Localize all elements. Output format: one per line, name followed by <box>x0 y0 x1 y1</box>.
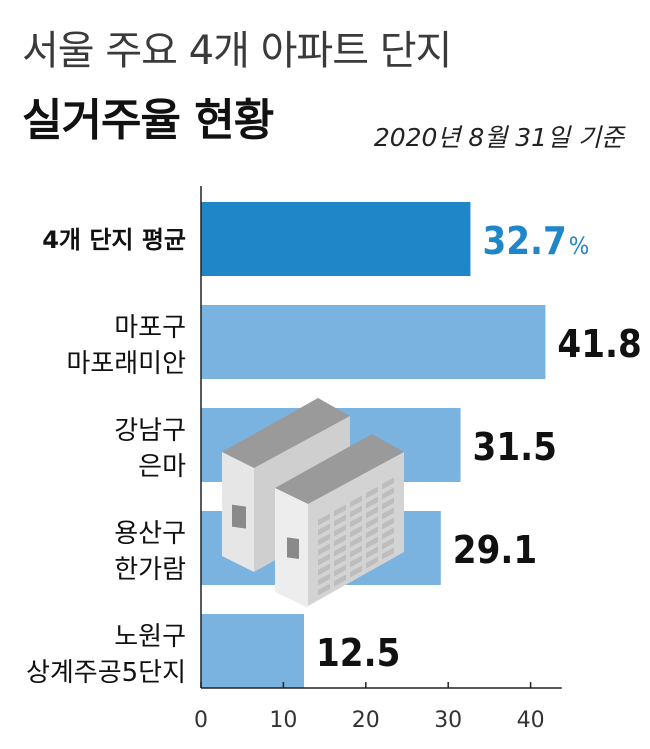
value-label: 41.8 <box>557 322 641 366</box>
category-label: 은마 <box>138 452 186 482</box>
x-tick-label: 30 <box>434 708 462 733</box>
value-label: 32.7% <box>482 219 589 263</box>
bar-0 <box>201 202 471 276</box>
x-tick-label: 20 <box>352 708 380 733</box>
category-label: 용산구 <box>114 519 186 549</box>
bar-1 <box>201 305 546 379</box>
value-label: 31.5 <box>473 425 557 469</box>
x-tick-label: 0 <box>194 708 208 733</box>
apartment-buildings-icon <box>222 398 404 608</box>
category-label: 4개 단지 평균 <box>42 226 186 254</box>
category-label: 한가람 <box>114 555 186 585</box>
value-label: 29.1 <box>453 528 537 572</box>
date-note: 2020년 8월 31일 기준 <box>373 123 624 152</box>
value-label: 12.5 <box>316 631 400 675</box>
x-tick-label: 40 <box>517 708 545 733</box>
chart-subtitle: 실거주율 현황 <box>22 95 274 146</box>
category-label: 강남구 <box>114 416 186 446</box>
category-label: 상계주공5단지 <box>26 658 186 688</box>
x-tick-label: 10 <box>269 708 297 733</box>
category-label: 마포래미안 <box>66 349 186 379</box>
chart-title: 서울 주요 4개 아파트 단지 <box>22 28 452 74</box>
category-label: 마포구 <box>114 313 186 343</box>
category-label: 노원구 <box>114 622 186 652</box>
bar-4 <box>201 614 304 688</box>
